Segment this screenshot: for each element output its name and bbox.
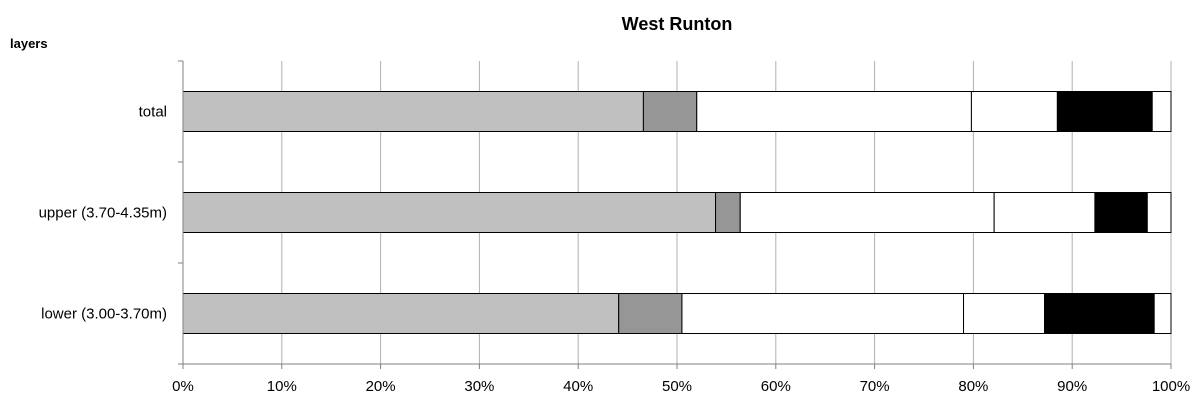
bar-segment (681, 293, 965, 334)
bar-segment (1056, 91, 1153, 132)
bar-segment (715, 192, 741, 233)
y-category-label: lower (3.00-3.70m) (41, 306, 167, 323)
bar-segment (1146, 192, 1172, 233)
y-category-label: upper (3.70-4.35m) (39, 205, 167, 222)
x-tick-label: 10% (267, 378, 297, 395)
bar-segment (182, 192, 717, 233)
bar-segment (963, 293, 1046, 334)
bar-segment (618, 293, 683, 334)
bar-segment (1153, 293, 1172, 334)
y-axis-label: layers (10, 36, 48, 51)
x-tick-label: 90% (1057, 378, 1087, 395)
axis-labels: 0% 10% 20% 30% 40% 50% 60% 70% 80% 90% 100% total up… (39, 104, 1191, 396)
bar-segment (182, 293, 620, 334)
x-tick-label: 40% (563, 378, 593, 395)
x-tick-label: 30% (464, 378, 494, 395)
x-tick-label: 100% (1152, 378, 1190, 395)
x-tick-label: 60% (761, 378, 791, 395)
x-tick-label: 70% (860, 378, 890, 395)
bars (182, 91, 1172, 334)
x-tick-label: 50% (662, 378, 692, 395)
x-tick-label: 20% (366, 378, 396, 395)
bar-segment (739, 192, 995, 233)
bar-segment (970, 91, 1058, 132)
bar-segment (696, 91, 972, 132)
bar-segment (1094, 192, 1148, 233)
bar-segment (1044, 293, 1155, 334)
x-tick-label: 0% (172, 378, 194, 395)
x-tick-label: 80% (958, 378, 988, 395)
chart-title: West Runton (621, 14, 733, 34)
y-category-label: total (139, 104, 167, 121)
bar-segment (182, 91, 644, 132)
bar-segment (993, 192, 1096, 233)
axes (178, 60, 1172, 369)
bar-segment (1151, 91, 1172, 132)
bar-segment (642, 91, 698, 132)
